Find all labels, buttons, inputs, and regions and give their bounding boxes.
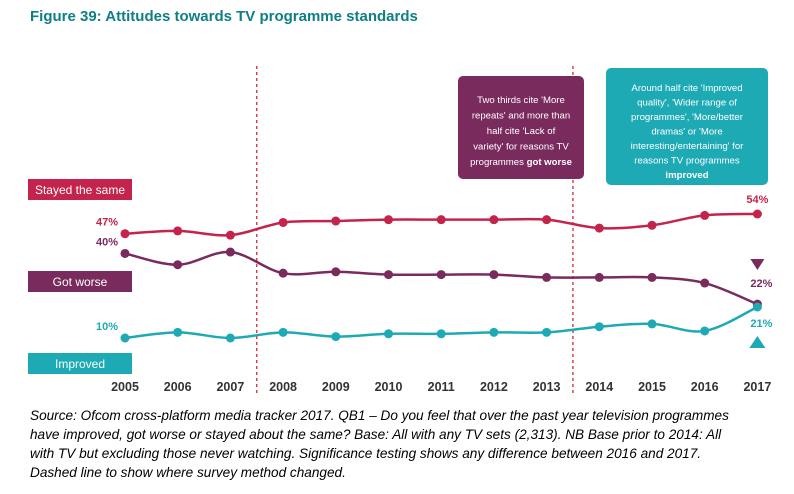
x-tick-2011: 2011 bbox=[428, 380, 455, 394]
legend-label-improved: Improved bbox=[55, 357, 105, 371]
point-stayed-the-same-2005 bbox=[120, 229, 130, 239]
point-stayed-the-same-2012 bbox=[489, 215, 499, 225]
improved-annotation-line-1: Around half cite 'Improved bbox=[631, 83, 742, 94]
source-note: Source: Ofcom cross-platform media track… bbox=[30, 408, 729, 480]
point-got-worse-2012 bbox=[489, 270, 499, 280]
legend-box-got-worse bbox=[28, 271, 132, 292]
x-tick-2006: 2006 bbox=[164, 380, 192, 394]
x-tick-2016: 2016 bbox=[691, 380, 719, 394]
legend-label-stayed-the-same: Stayed the same bbox=[35, 183, 125, 197]
point-improved-2005 bbox=[120, 333, 130, 343]
legend-box-improved bbox=[28, 353, 132, 374]
start-value-label-stayed-the-same: 47% bbox=[96, 217, 118, 229]
point-stayed-the-same-2006 bbox=[173, 226, 183, 236]
point-improved-2010 bbox=[384, 329, 393, 339]
point-improved-2007 bbox=[225, 333, 235, 343]
point-stayed-the-same-2015 bbox=[647, 220, 657, 230]
point-improved-2012 bbox=[489, 327, 499, 337]
x-tick-2010: 2010 bbox=[375, 380, 403, 394]
down-arrow-icon bbox=[750, 259, 765, 270]
worse-annotation-line-5: programmes got worse bbox=[470, 157, 572, 168]
point-improved-2009 bbox=[331, 332, 341, 342]
point-improved-2008 bbox=[278, 327, 288, 337]
improved-annotation-line-3: programmes', 'More/better bbox=[631, 112, 744, 123]
worse-annotation-line-3: half cite 'Lack of bbox=[487, 126, 556, 137]
point-got-worse-2009 bbox=[331, 267, 341, 277]
point-stayed-the-same-2016 bbox=[700, 210, 710, 220]
x-tick-2007: 2007 bbox=[216, 380, 244, 394]
x-tick-2014: 2014 bbox=[585, 380, 613, 394]
improved-annotation-line-6: reasons TV programmes bbox=[634, 156, 740, 167]
x-tick-2015: 2015 bbox=[638, 380, 666, 394]
point-got-worse-2006 bbox=[173, 260, 183, 270]
end-value-label-improved: 21% bbox=[750, 318, 772, 330]
x-tick-2009: 2009 bbox=[322, 380, 350, 394]
point-improved-2014 bbox=[594, 322, 604, 332]
x-tick-2013: 2013 bbox=[533, 380, 561, 394]
improved-annotation-box bbox=[606, 68, 768, 185]
improved-annotation-line-7: improved bbox=[665, 170, 708, 181]
point-improved-2016 bbox=[700, 326, 710, 336]
worse-annotation-line-4: variety' for reasons TV bbox=[473, 142, 569, 153]
point-got-worse-2005 bbox=[120, 248, 130, 258]
point-stayed-the-same-2009 bbox=[331, 216, 341, 226]
point-got-worse-2013 bbox=[542, 272, 552, 282]
point-stayed-the-same-2011 bbox=[436, 215, 446, 225]
point-improved-2006 bbox=[173, 327, 183, 337]
point-got-worse-2010 bbox=[384, 270, 393, 280]
up-arrow-icon bbox=[749, 336, 766, 348]
point-improved-2013 bbox=[542, 327, 552, 337]
point-got-worse-2016 bbox=[700, 278, 710, 288]
improved-annotation-line-2: quality', 'Wider range of bbox=[637, 98, 737, 109]
worse-annotation-box bbox=[458, 76, 584, 179]
improved-annotation-line-5: interesting/entertaining' for bbox=[631, 141, 745, 152]
figure-title: Figure 39: Attitudes towards TV programm… bbox=[30, 8, 418, 25]
point-improved-2011 bbox=[436, 329, 446, 339]
legend-label-got-worse: Got worse bbox=[53, 275, 108, 289]
point-improved-2015 bbox=[647, 319, 657, 329]
start-value-label-improved: 10% bbox=[96, 321, 118, 333]
start-value-label-got-worse: 40% bbox=[96, 236, 118, 248]
point-stayed-the-same-2014 bbox=[594, 223, 604, 233]
end-value-label-got-worse: 22% bbox=[750, 278, 772, 290]
line-chart: 2005 2006 2007 2008 2009 2010 2011 2012 2013 2014… bbox=[28, 66, 773, 396]
worse-annotation-line-1: Two thirds cite 'More bbox=[477, 95, 565, 106]
point-stayed-the-same-2008 bbox=[278, 217, 288, 227]
end-value-label-stayed-the-same: 54% bbox=[746, 194, 768, 206]
worse-annotation-line-2: repeats' and more than bbox=[472, 111, 570, 122]
point-stayed-the-same-2017 bbox=[752, 209, 762, 219]
point-stayed-the-same-2013 bbox=[542, 215, 552, 225]
point-stayed-the-same-2010 bbox=[384, 215, 393, 225]
x-tick-2005: 2005 bbox=[111, 380, 139, 394]
point-got-worse-2011 bbox=[436, 270, 446, 280]
point-stayed-the-same-2007 bbox=[225, 230, 235, 240]
x-tick-2012: 2012 bbox=[480, 380, 508, 394]
improved-annotation-line-4: dramas' or 'More bbox=[651, 127, 722, 138]
point-got-worse-2014 bbox=[594, 272, 604, 282]
x-tick-2008: 2008 bbox=[269, 380, 297, 394]
x-tick-2017: 2017 bbox=[743, 380, 771, 394]
point-got-worse-2015 bbox=[647, 272, 657, 282]
point-got-worse-2008 bbox=[278, 268, 288, 278]
legend-box-stayed-the-same bbox=[28, 179, 132, 200]
point-got-worse-2007 bbox=[225, 247, 235, 257]
point-improved-2017 bbox=[752, 302, 762, 312]
